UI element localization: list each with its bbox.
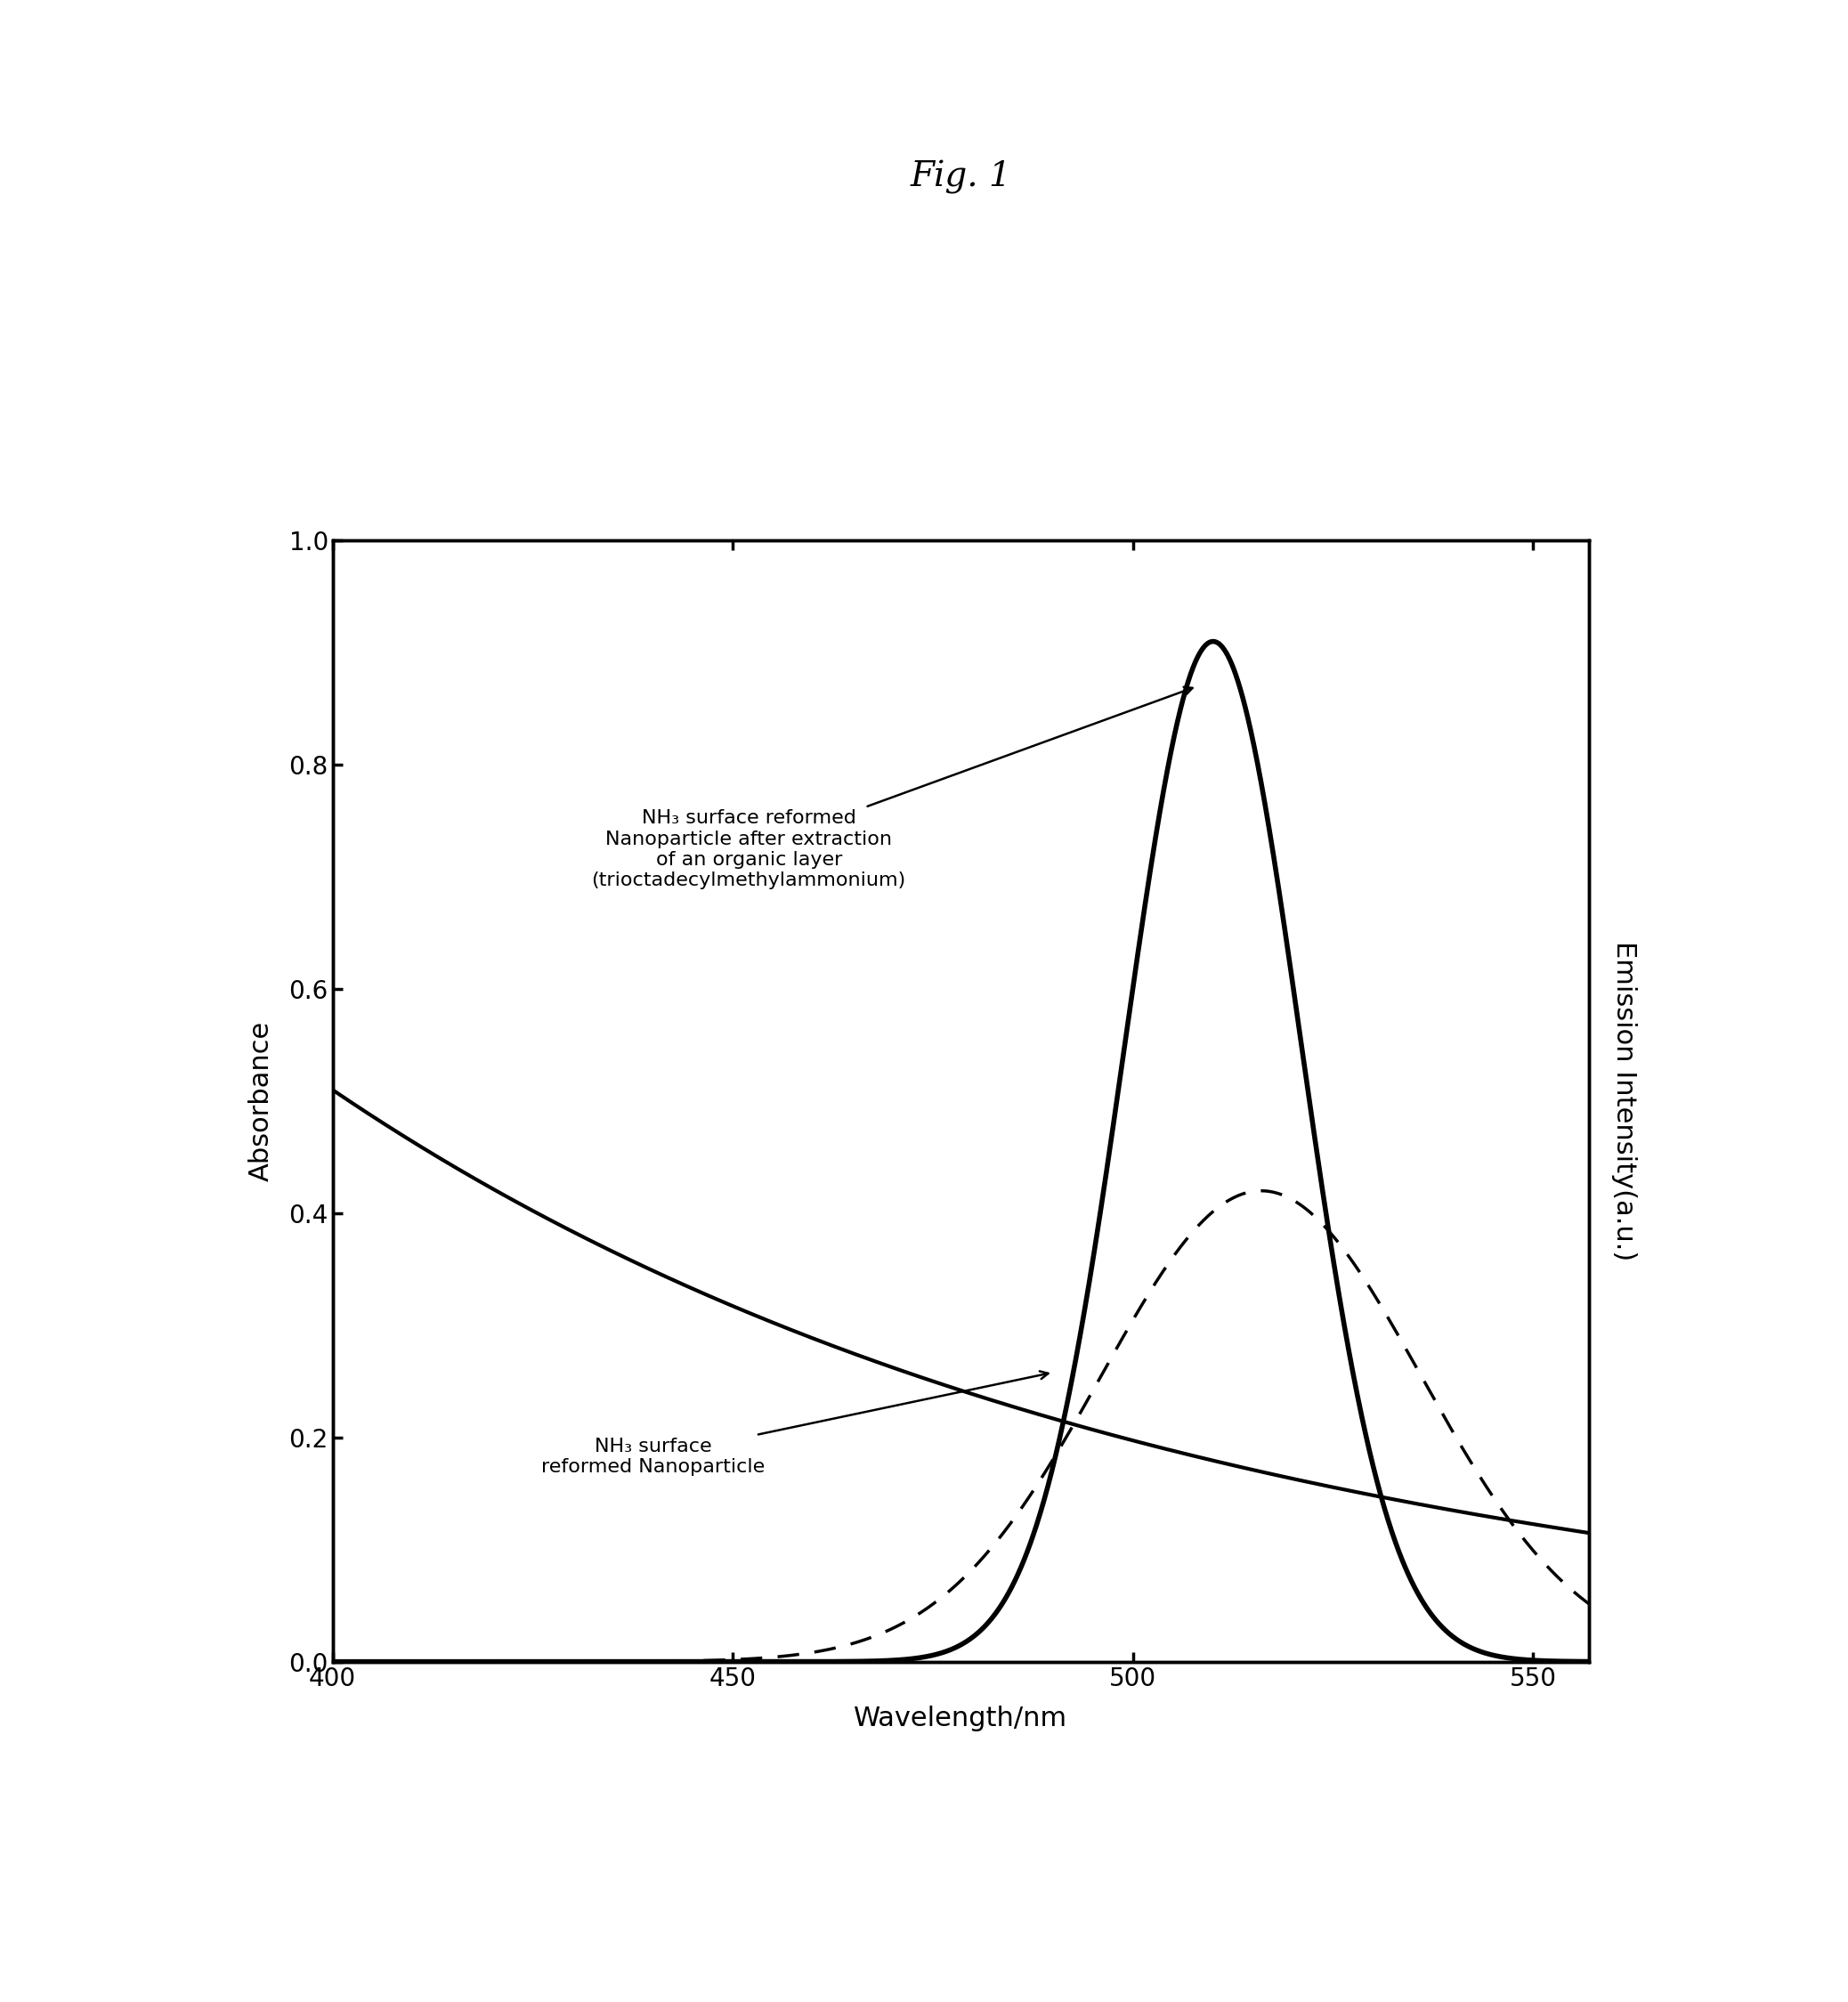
Text: NH₃ surface reformed
Nanoparticle after extraction
of an organic layer
(trioctad: NH₃ surface reformed Nanoparticle after … xyxy=(591,687,1192,889)
Text: Fig. 1: Fig. 1 xyxy=(911,160,1011,194)
Y-axis label: Emission Intensity(a.u.): Emission Intensity(a.u.) xyxy=(1611,941,1637,1261)
Y-axis label: Absorbance: Absorbance xyxy=(248,1021,274,1181)
Text: NH₃ surface
reformed Nanoparticle: NH₃ surface reformed Nanoparticle xyxy=(541,1371,1048,1475)
X-axis label: Wavelength/nm: Wavelength/nm xyxy=(854,1706,1068,1732)
